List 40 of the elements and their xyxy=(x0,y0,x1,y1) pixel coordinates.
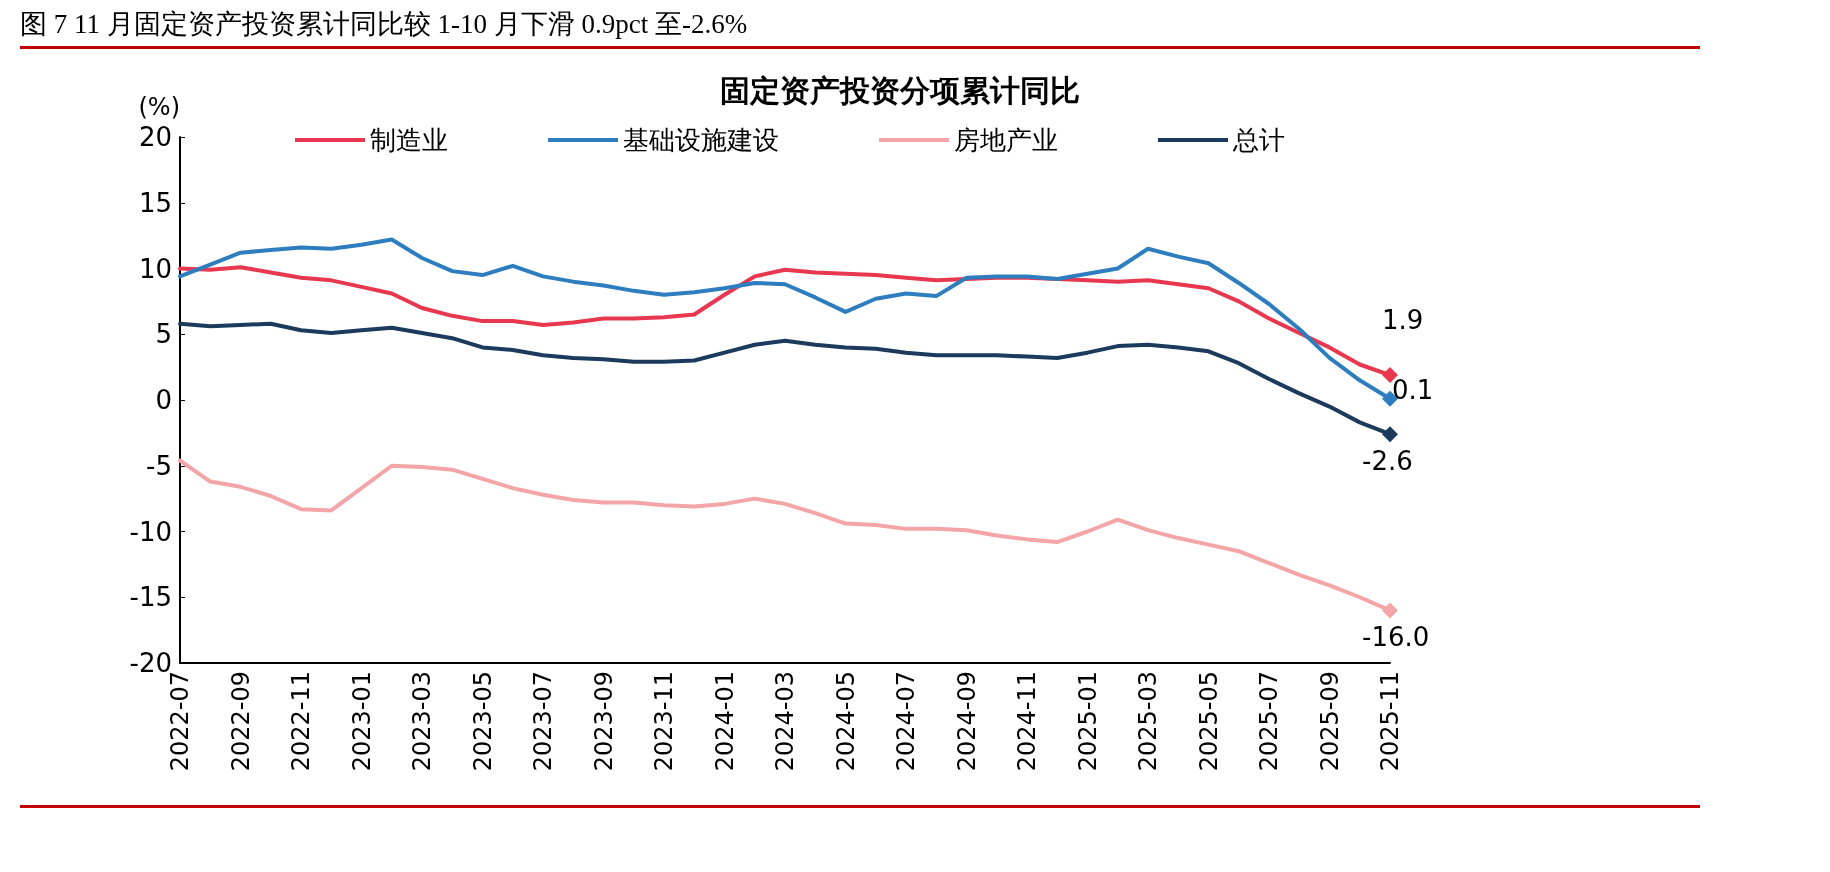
x-tick-label: 2023-03 xyxy=(408,671,436,772)
x-tick-label: 2022-07 xyxy=(166,671,194,772)
y-tick-label: -15 xyxy=(129,582,172,613)
x-tick-label: 2025-07 xyxy=(1255,671,1283,772)
x-tick-label: 2023-07 xyxy=(529,671,557,772)
x-tick-label: 2024-01 xyxy=(710,671,739,772)
x-tick-label: 2024-09 xyxy=(952,671,981,772)
x-tick-label: 2023-09 xyxy=(589,671,618,772)
x-tick-label: 2025-09 xyxy=(1315,671,1344,772)
legend-label: 房地产业 xyxy=(954,125,1058,155)
data-label: -16.0 xyxy=(1362,622,1430,653)
x-tick-label: 2024-07 xyxy=(892,671,920,772)
y-tick-label: 20 xyxy=(138,122,172,152)
x-tick-label: 2024-11 xyxy=(1013,671,1041,772)
x-tick-label: 2025-01 xyxy=(1073,671,1102,772)
y-tick-label: 0 xyxy=(155,385,172,415)
data-label: -2.6 xyxy=(1362,446,1413,477)
legend-label: 总计 xyxy=(1232,125,1285,155)
chart-subtitle: 固定资产投资分项累计同比 xyxy=(720,72,1080,108)
x-tick-label: 2025-11 xyxy=(1376,671,1404,772)
y-axis-title: (%) xyxy=(138,93,180,121)
legend-label: 制造业 xyxy=(370,125,448,155)
x-tick-label: 2025-05 xyxy=(1194,671,1223,772)
chart-title: 图 7 11 月固定资产投资累计同比较 1-10 月下滑 0.9pct 至-2.6% xyxy=(20,6,1700,49)
y-tick-label: -5 xyxy=(146,450,172,481)
x-tick-label: 2022-09 xyxy=(226,671,255,772)
x-tick-label: 2023-01 xyxy=(347,671,376,772)
x-tick-label: 2024-05 xyxy=(831,671,860,772)
y-tick-label: 15 xyxy=(138,187,172,218)
y-tick-label: 10 xyxy=(138,253,172,284)
data-label: 0.1 xyxy=(1392,374,1434,405)
x-tick-label: 2022-11 xyxy=(287,671,315,772)
legend-label: 基础设施建设 xyxy=(623,125,779,155)
x-tick-label: 2023-05 xyxy=(468,671,497,772)
x-tick-label: 2024-03 xyxy=(771,671,799,772)
x-tick-label: 2023-11 xyxy=(650,671,678,772)
x-tick-label: 2025-03 xyxy=(1134,671,1162,772)
y-tick-label: 5 xyxy=(155,319,172,350)
data-label: 1.9 xyxy=(1382,305,1424,336)
y-tick-label: -10 xyxy=(129,516,172,547)
